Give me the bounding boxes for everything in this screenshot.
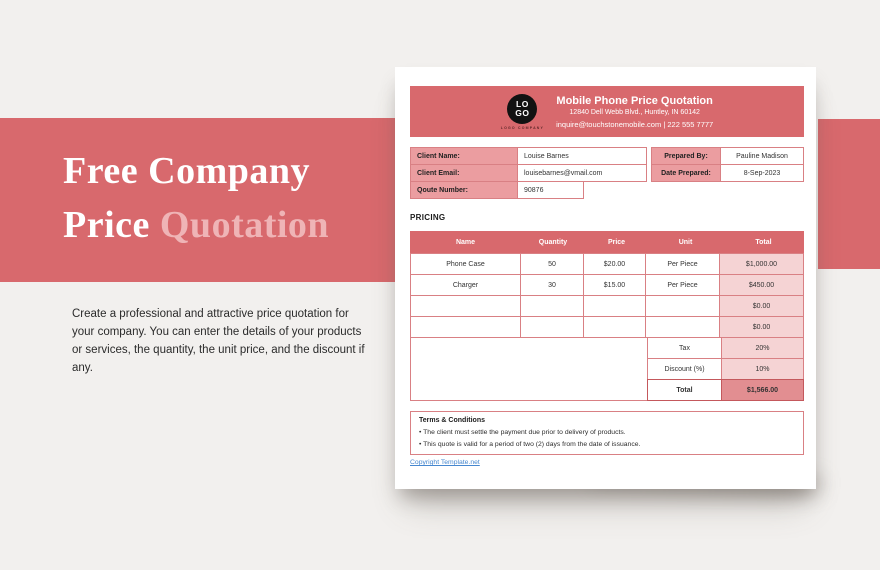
column-header-price: Price [607, 239, 626, 246]
pricing-section-title: PRICING [410, 213, 446, 222]
quote-number-value: 90876 [517, 181, 584, 199]
pricing-summary: Tax 20% Discount (%) 10% Total $1,566.00 [410, 337, 804, 401]
logo-circle-icon: LO GO [507, 93, 538, 124]
cell-name [410, 316, 521, 338]
client-email-label: Client Email: [410, 164, 518, 182]
client-info-table: Client Name: Louise Barnes Prepared By: … [410, 147, 804, 199]
cell-price [583, 295, 646, 317]
cell-unit [645, 316, 720, 338]
table-row: Phone Case 50 $20.00 Per Piece $1,000.00 [410, 253, 804, 275]
pricing-table-header: Name Quantity Price Unit Total [410, 231, 804, 254]
summary-notes-area [410, 337, 648, 401]
discount-label: Discount (%) [647, 358, 722, 380]
grand-total-label: Total [647, 379, 722, 401]
table-row: Total $1,566.00 [647, 379, 804, 401]
document-title: Mobile Phone Price Quotation [556, 94, 713, 107]
decor-band-right [818, 119, 880, 269]
client-name-label: Client Name: [410, 147, 518, 165]
terms-title: Terms & Conditions [419, 417, 485, 424]
cell-total: $1,000.00 [719, 253, 804, 275]
document-header-text: Mobile Phone Price Quotation 12840 Dell … [556, 95, 713, 129]
document-header: LO GO LOGO COMPANY Mobile Phone Price Qu… [410, 86, 804, 137]
logo-text-bottom: GO [515, 107, 530, 118]
table-row: $0.00 [410, 295, 804, 317]
hero-line2-white: Price [63, 204, 150, 246]
prepared-by-label: Prepared By: [651, 147, 721, 165]
discount-value: 10% [721, 358, 804, 380]
cell-unit: Per Piece [645, 253, 720, 275]
hero-line2-accent: Quotation [159, 204, 330, 246]
cell-quantity [520, 316, 584, 338]
pricing-table: Name Quantity Price Unit Total Phone Cas… [410, 231, 804, 401]
table-row: Client Name: Louise Barnes Prepared By: … [410, 147, 804, 165]
cell-quantity: 30 [520, 274, 584, 296]
quote-number-label: Qoute Number: [410, 181, 518, 199]
tax-value: 20% [721, 337, 804, 359]
tax-label: Tax [647, 337, 722, 359]
hero-line1: Free Company [63, 150, 310, 192]
logo-caption: LOGO COMPANY [500, 125, 545, 130]
logo-text-top: LO [516, 98, 529, 109]
prepared-by-value: Pauline Madison [720, 147, 804, 165]
table-row: Charger 30 $15.00 Per Piece $450.00 [410, 274, 804, 296]
decor-band-left [0, 118, 396, 282]
table-row: Client Email: louisebarnes@vmail.com Dat… [410, 164, 804, 182]
copyright-link[interactable]: Copyright Template.net [410, 459, 480, 466]
column-header-total: Total [755, 239, 772, 246]
column-header-unit: Unit [678, 239, 693, 246]
document-preview: LO GO LOGO COMPANY Mobile Phone Price Qu… [395, 67, 816, 489]
grand-total-value: $1,566.00 [721, 379, 804, 401]
table-row: Discount (%) 10% [647, 358, 804, 380]
cell-name: Phone Case [410, 253, 521, 275]
cell-unit [645, 295, 720, 317]
terms-and-conditions: Terms & Conditions The client must settl… [410, 411, 804, 455]
cell-unit: Per Piece [645, 274, 720, 296]
cell-quantity: 50 [520, 253, 584, 275]
column-header-name: Name [455, 239, 476, 246]
cell-total: $450.00 [719, 274, 804, 296]
cell-name [410, 295, 521, 317]
cell-price: $20.00 [583, 253, 646, 275]
cell-price: $15.00 [583, 274, 646, 296]
table-row: Tax 20% [647, 337, 804, 359]
table-row: Qoute Number: 90876 [410, 181, 804, 199]
client-name-value: Louise Barnes [517, 147, 647, 165]
cell-price [583, 316, 646, 338]
cell-quantity [520, 295, 584, 317]
cell-total: $0.00 [719, 295, 804, 317]
page-title: Free Company Price Quotation [63, 144, 329, 252]
column-header-quantity: Quantity [538, 239, 568, 246]
date-prepared-value: 8-Sep-2023 [720, 164, 804, 182]
terms-item: The client must settle the payment due p… [419, 429, 795, 436]
company-address: 12840 Dell Webb Blvd., Huntley, IN 60142 [569, 108, 700, 116]
page-description: Create a professional and attractive pri… [72, 308, 365, 374]
terms-item: This quote is valid for a period of two … [419, 441, 795, 448]
cell-name: Charger [410, 274, 521, 296]
date-prepared-label: Date Prepared: [651, 164, 721, 182]
company-contact: inquire@touchstonemobile.com | 222 555 7… [556, 119, 714, 129]
summary-values: Tax 20% Discount (%) 10% Total $1,566.00 [647, 337, 804, 401]
document-content: LO GO LOGO COMPANY Mobile Phone Price Qu… [410, 86, 804, 478]
company-logo: LO GO LOGO COMPANY [500, 93, 545, 130]
table-row: $0.00 [410, 316, 804, 338]
client-email-value: louisebarnes@vmail.com [517, 164, 647, 182]
cell-total: $0.00 [719, 316, 804, 338]
